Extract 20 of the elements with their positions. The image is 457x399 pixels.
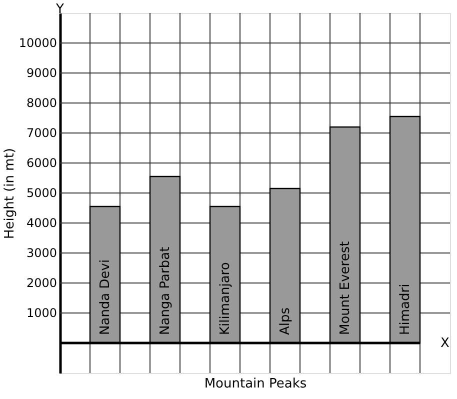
- x-tick-label: Mount Everest: [338, 241, 353, 335]
- y-tick-label: 5000: [26, 186, 57, 200]
- x-tick-label: Kilimanjaro: [218, 262, 233, 335]
- y-tick-label: 7000: [26, 126, 57, 140]
- x-tick-label: Alps: [278, 307, 293, 335]
- y-tick-label: 9000: [26, 66, 57, 80]
- y-tick-label: 3000: [26, 246, 57, 260]
- x-tick-label: Nanga Parbat: [158, 246, 173, 335]
- annotation: X: [440, 336, 450, 351]
- x-axis-title: Mountain Peaks: [204, 376, 307, 392]
- y-tick-label: 2000: [26, 276, 57, 290]
- y-tick-label: 8000: [26, 96, 57, 110]
- x-tick-label: Himadri: [398, 284, 413, 335]
- y-tick-label: 4000: [26, 216, 57, 230]
- x-tick-label: Nanda Devi: [98, 259, 113, 335]
- y-tick-label: 6000: [26, 156, 57, 170]
- annotation: Y: [55, 2, 64, 17]
- y-tick-label: 1000: [26, 306, 57, 320]
- y-axis-title: Height (in mt): [2, 148, 18, 239]
- y-tick-label: 10000: [18, 36, 57, 50]
